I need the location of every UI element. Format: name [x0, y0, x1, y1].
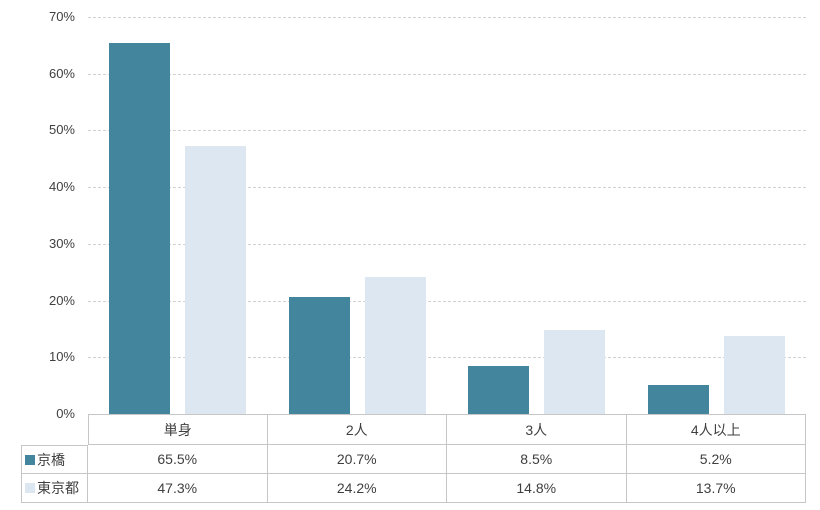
legend-series-name: 京橋: [37, 451, 65, 468]
y-axis-label: 70%: [48, 9, 75, 24]
data-table: 単身 2人 3人 4人以上京橋 65.5% 20.7% 8.5% 5.2% 東京都 47.3% 24…: [21, 414, 806, 503]
value-cell: 47.3%: [88, 474, 268, 503]
value-cell: 14.8%: [447, 474, 627, 503]
legend-cell: 東京都: [21, 474, 88, 503]
gridline: [88, 17, 806, 18]
y-axis-label: 20%: [48, 292, 75, 308]
value-cell: 5.2%: [626, 445, 806, 474]
bar-series0-cat0: [109, 42, 171, 414]
category-header: 2人: [267, 414, 447, 445]
y-axis-label: 30%: [48, 235, 75, 251]
bar-series0-cat1: [288, 296, 350, 414]
legend-series-name: 東京都: [37, 480, 79, 496]
bar-series0-cat2: [468, 365, 530, 414]
y-axis-label: 60%: [48, 65, 75, 81]
plot-area: [88, 17, 806, 414]
legend-cell: 京橋: [21, 445, 88, 474]
bar-series1-cat3: [723, 336, 785, 414]
category-header: 3人: [447, 414, 627, 445]
value-cell: 65.5%: [88, 445, 268, 474]
gridline: [88, 243, 806, 245]
category-header: 単身: [88, 414, 268, 445]
bar-series0-cat3: [647, 384, 709, 414]
bar-series1-cat0: [185, 145, 247, 414]
y-axis-label: 40%: [48, 179, 75, 195]
gridline: [88, 357, 806, 359]
bar-series1-cat1: [364, 276, 426, 414]
value-cell: 24.2%: [267, 474, 447, 503]
bar-series1-cat2: [544, 330, 606, 414]
table-corner-cell: [21, 414, 88, 445]
y-axis-label: 10%: [48, 349, 75, 365]
gridline: [88, 73, 806, 75]
legend-swatch-icon: [25, 483, 35, 493]
gridline: [88, 130, 806, 132]
gridline: [88, 187, 806, 189]
y-axis-label: 0%: [56, 406, 75, 421]
category-header: 4人以上: [626, 414, 806, 445]
value-cell: 8.5%: [447, 445, 627, 474]
y-axis-label: 50%: [48, 122, 75, 138]
value-cell: 20.7%: [267, 445, 447, 474]
value-cell: 13.7%: [626, 474, 806, 503]
gridline: [88, 300, 806, 302]
legend-swatch-icon: [25, 454, 35, 465]
